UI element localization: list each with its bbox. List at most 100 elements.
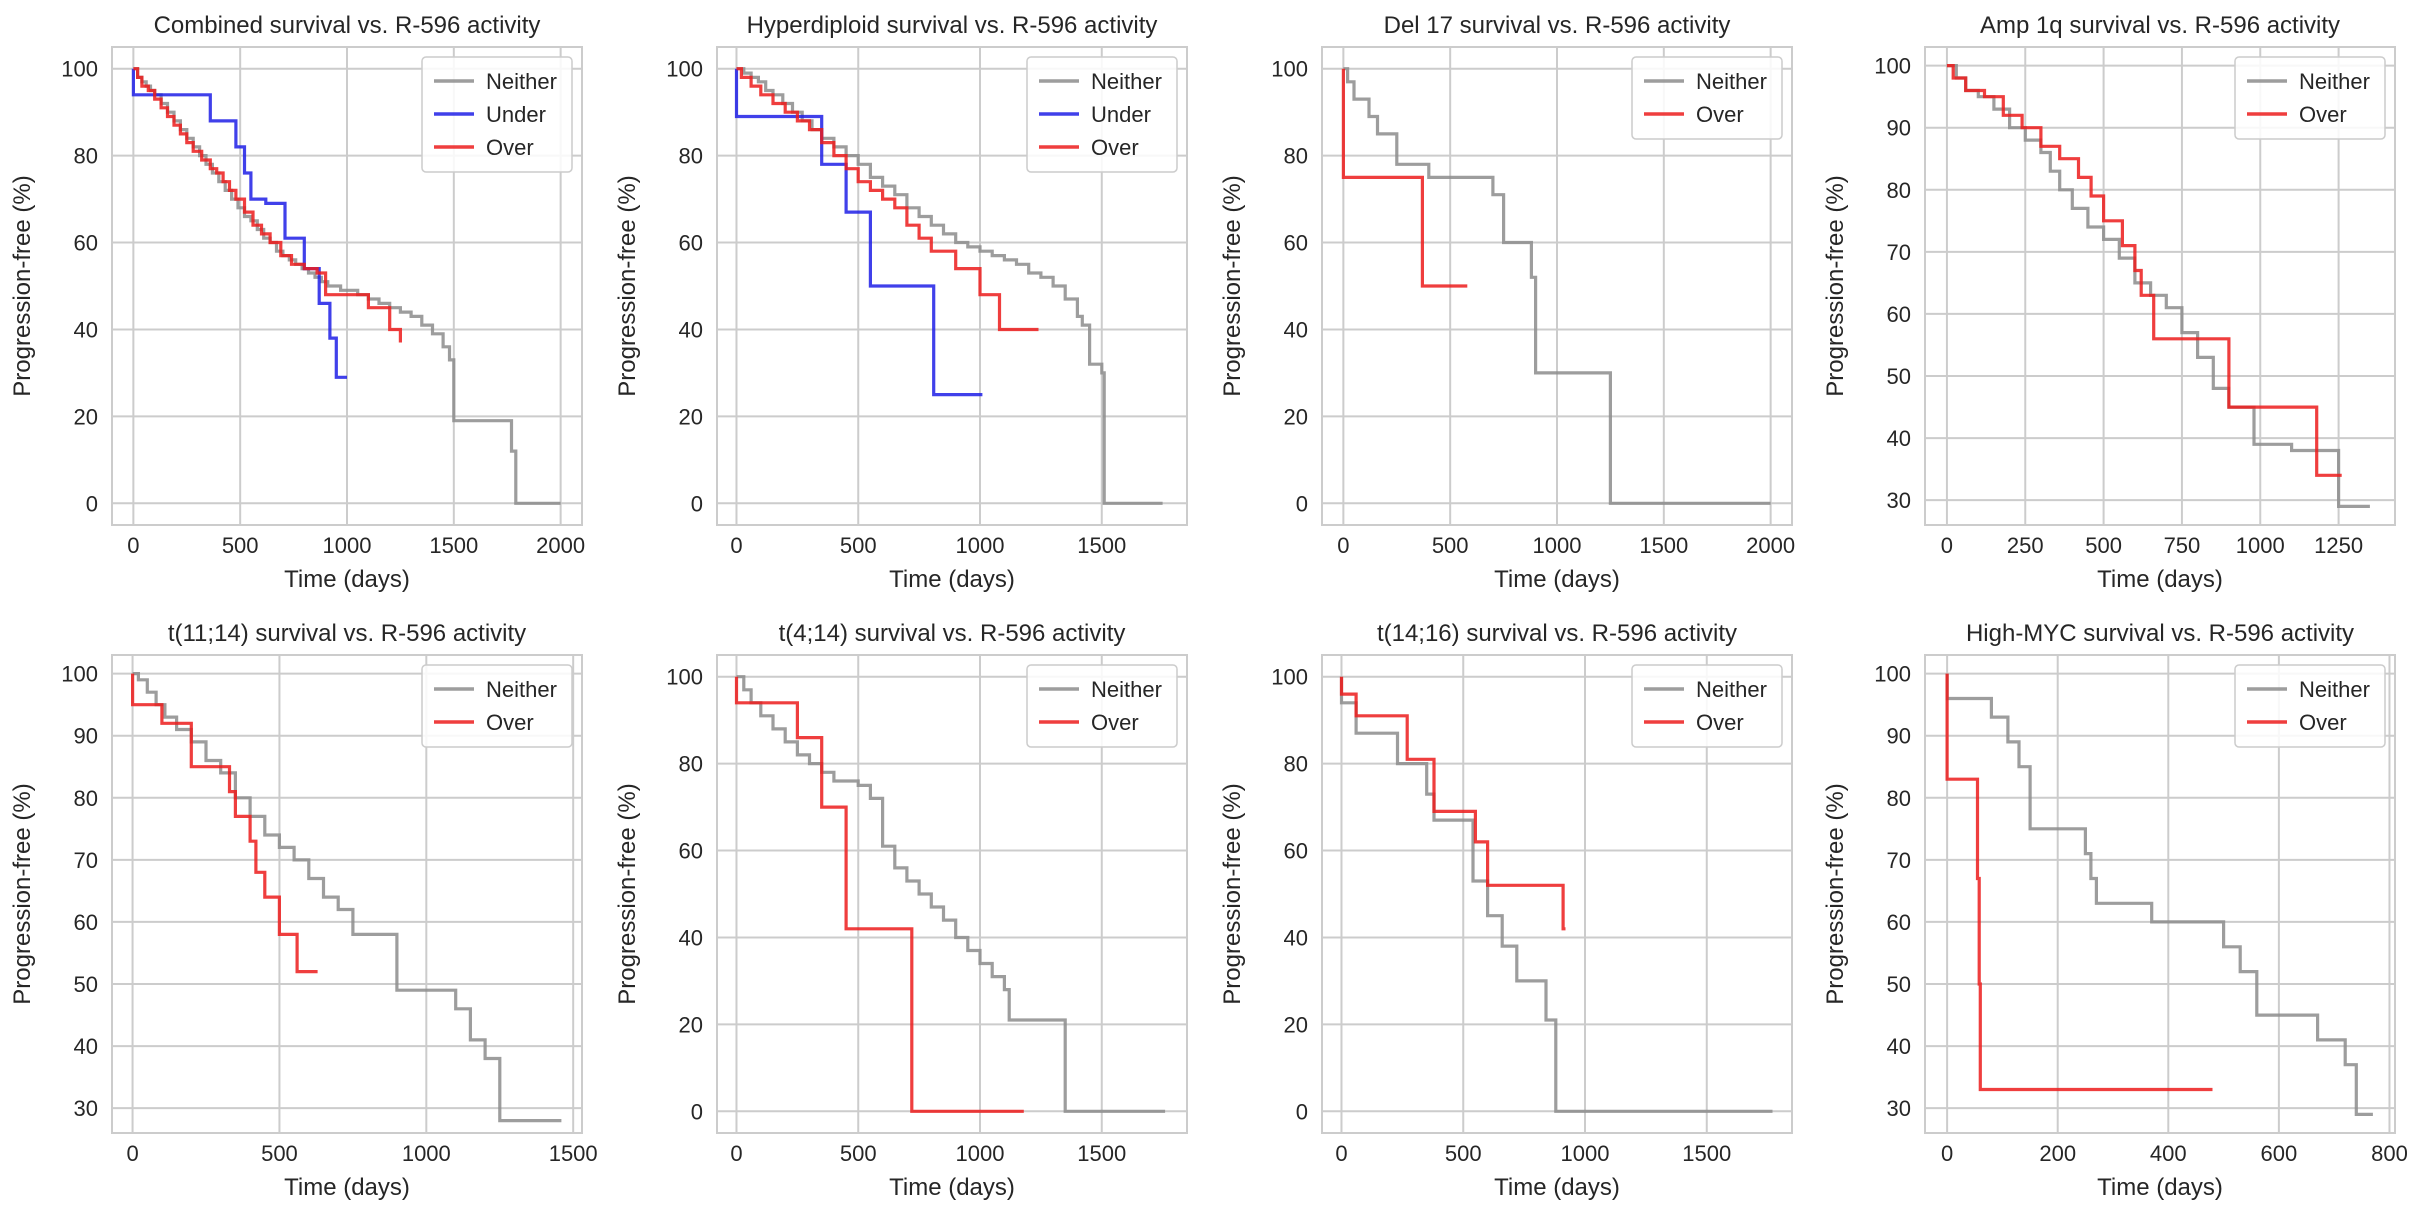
y-tick-label: 60 bbox=[1887, 302, 1911, 327]
legend: Neither Over bbox=[1631, 664, 1783, 748]
x-axis-label: Time (days) bbox=[1494, 566, 1620, 593]
y-axis-label: Progression-free (%) bbox=[1219, 783, 1246, 1004]
x-tick-label: 1500 bbox=[429, 533, 478, 558]
y-tick-label: 0 bbox=[86, 491, 98, 516]
y-tick-label: 30 bbox=[1887, 1096, 1911, 1121]
y-axis-label: Progression-free (%) bbox=[1822, 175, 1849, 396]
y-tick-label: 40 bbox=[74, 317, 98, 342]
x-tick-label: 500 bbox=[840, 1141, 877, 1166]
y-tick-label: 90 bbox=[74, 724, 98, 749]
series-line-over bbox=[1945, 673, 2213, 1092]
legend-label: Neither bbox=[2299, 69, 2370, 94]
y-tick-label: 80 bbox=[1284, 752, 1308, 777]
legend: Neither Over bbox=[421, 664, 573, 748]
chart-title: Combined survival vs. R-596 activity bbox=[154, 12, 541, 39]
chart-title: t(14;16) survival vs. R-596 activity bbox=[1377, 620, 1737, 647]
y-tick-label: 100 bbox=[61, 57, 98, 82]
y-tick-label: 70 bbox=[74, 848, 98, 873]
y-tick-label: 30 bbox=[74, 1096, 98, 1121]
legend-label: Over bbox=[2299, 102, 2347, 127]
chart-panel-2: 0 500 1000 1500 0 20 40 60 80 100 Hyperdiploid sur… bbox=[614, 12, 1188, 593]
chart-title: Del 17 survival vs. R-596 activity bbox=[1384, 12, 1731, 39]
x-tick-label: 0 bbox=[730, 533, 742, 558]
y-tick-label: 60 bbox=[74, 910, 98, 935]
x-tick-label: 1500 bbox=[1077, 533, 1126, 558]
chart-panel-8: 0 200 400 600 800 30 40 50 60 70 80 90 100 High-MYC s… bbox=[1822, 620, 2408, 1201]
x-tick-label: 750 bbox=[2164, 533, 2201, 558]
x-tick-label: 500 bbox=[2085, 533, 2122, 558]
chart-panel-3: 0 500 1000 1500 2000 0 20 40 60 80 100 Del 17 survi… bbox=[1219, 12, 1795, 593]
y-tick-label: 80 bbox=[74, 144, 98, 169]
y-tick-label: 80 bbox=[1887, 786, 1911, 811]
y-tick-label: 90 bbox=[1887, 116, 1911, 141]
y-tick-label: 100 bbox=[61, 662, 98, 687]
y-tick-label: 40 bbox=[1887, 1034, 1911, 1059]
legend-box bbox=[421, 56, 573, 173]
y-tick-label: 100 bbox=[1271, 57, 1308, 82]
legend-label: Over bbox=[1696, 102, 1744, 127]
chart-panel-4: 0 250 500 750 1000 1250 30 40 50 60 70 80 90 100 Amp 1… bbox=[1822, 12, 2396, 593]
y-tick-label: 100 bbox=[666, 665, 703, 690]
y-tick-label: 100 bbox=[666, 57, 703, 82]
legend-label: Over bbox=[486, 710, 534, 735]
x-axis-label: Time (days) bbox=[284, 566, 410, 593]
x-axis-label: Time (days) bbox=[2097, 1174, 2223, 1201]
y-tick-label: 60 bbox=[679, 231, 703, 256]
legend: Neither Under Over bbox=[1026, 56, 1178, 173]
legend-label: Neither bbox=[1696, 677, 1767, 702]
legend-label: Neither bbox=[486, 69, 557, 94]
chart-title: t(4;14) survival vs. R-596 activity bbox=[779, 620, 1126, 647]
y-tick-label: 60 bbox=[679, 839, 703, 864]
x-tick-label: 800 bbox=[2371, 1141, 2408, 1166]
y-tick-label: 80 bbox=[1887, 178, 1911, 203]
legend-label: Neither bbox=[1696, 69, 1767, 94]
series-line-neither bbox=[132, 672, 562, 1123]
x-tick-label: 500 bbox=[1445, 1141, 1482, 1166]
x-tick-label: 1000 bbox=[956, 1141, 1005, 1166]
x-tick-label: 1000 bbox=[1533, 533, 1582, 558]
y-tick-label: 20 bbox=[1284, 1012, 1308, 1037]
y-axis-label: Progression-free (%) bbox=[9, 783, 36, 1004]
x-tick-label: 0 bbox=[1941, 1141, 1953, 1166]
series-line-over bbox=[133, 67, 402, 343]
x-tick-label: 500 bbox=[840, 533, 877, 558]
legend-label: Over bbox=[1091, 135, 1139, 160]
legend-label: Over bbox=[486, 135, 534, 160]
legend-label: Over bbox=[1696, 710, 1744, 735]
x-tick-label: 200 bbox=[2039, 1141, 2076, 1166]
y-tick-label: 100 bbox=[1874, 662, 1911, 687]
chart-title: Hyperdiploid survival vs. R-596 activity bbox=[747, 12, 1158, 39]
y-axis-label: Progression-free (%) bbox=[614, 175, 641, 396]
y-tick-label: 40 bbox=[679, 925, 703, 950]
y-tick-label: 0 bbox=[691, 1099, 703, 1124]
y-tick-label: 0 bbox=[1296, 1099, 1308, 1124]
legend-label: Over bbox=[2299, 710, 2347, 735]
series-line-under bbox=[131, 68, 347, 379]
y-tick-label: 20 bbox=[679, 1012, 703, 1037]
x-axis-label: Time (days) bbox=[889, 1174, 1015, 1201]
y-axis-label: Progression-free (%) bbox=[1822, 783, 1849, 1004]
y-tick-label: 50 bbox=[1887, 364, 1911, 389]
y-tick-label: 80 bbox=[679, 752, 703, 777]
y-tick-label: 40 bbox=[1284, 925, 1308, 950]
x-tick-label: 2000 bbox=[1746, 533, 1795, 558]
series-line-over bbox=[1341, 68, 1468, 288]
x-axis-label: Time (days) bbox=[889, 566, 1015, 593]
legend-box bbox=[1026, 664, 1178, 748]
legend-box bbox=[1631, 664, 1783, 748]
y-tick-label: 30 bbox=[1887, 488, 1911, 513]
y-tick-label: 60 bbox=[1284, 839, 1308, 864]
plot-border bbox=[716, 654, 1188, 1134]
legend-label: Neither bbox=[1091, 69, 1162, 94]
x-tick-label: 1500 bbox=[549, 1141, 598, 1166]
x-tick-label: 1000 bbox=[956, 533, 1005, 558]
y-axis-label: Progression-free (%) bbox=[1219, 175, 1246, 396]
y-tick-label: 60 bbox=[1887, 910, 1911, 935]
y-tick-label: 90 bbox=[1887, 724, 1911, 749]
series-line-over bbox=[1339, 676, 1566, 931]
legend-label: Under bbox=[486, 102, 546, 127]
x-axis-label: Time (days) bbox=[1494, 1174, 1620, 1201]
x-tick-label: 1000 bbox=[1561, 1141, 1610, 1166]
legend: Neither Over bbox=[2234, 56, 2386, 140]
